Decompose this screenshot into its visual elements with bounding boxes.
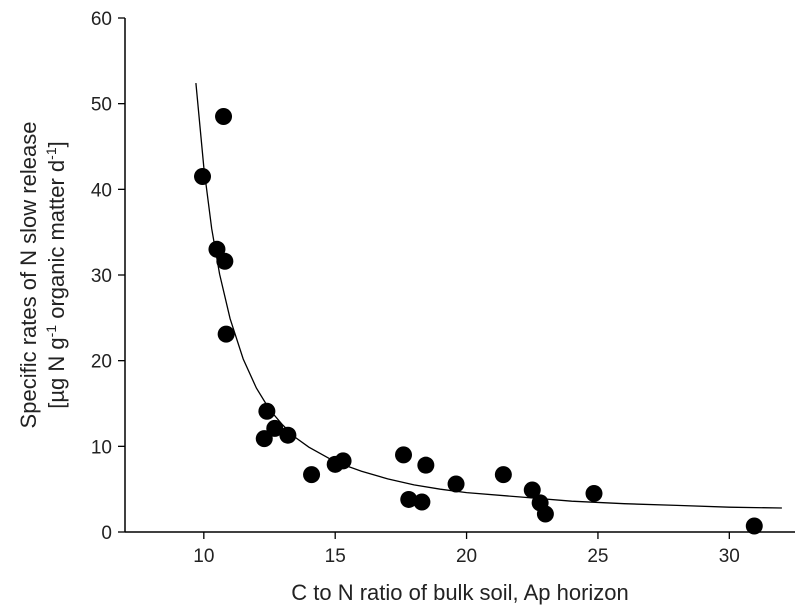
data-point <box>208 240 226 258</box>
y-axis-title-line1: Specific rates of N slow release <box>16 122 41 429</box>
data-point <box>413 493 431 511</box>
data-points <box>194 108 763 535</box>
data-point <box>255 430 273 448</box>
data-point <box>494 466 512 484</box>
x-axis-title: C to N ratio of bulk soil, Ap horizon <box>291 580 629 605</box>
plot-area: 0 10 20 30 40 50 60 10 15 20 25 30 <box>91 9 795 567</box>
y-tick-label: 60 <box>91 9 112 30</box>
y-tick-label: 10 <box>91 437 112 458</box>
data-point <box>334 452 352 470</box>
data-point <box>536 505 554 523</box>
data-point <box>215 108 233 126</box>
y-tick-label: 30 <box>91 266 112 287</box>
data-point <box>395 446 413 464</box>
data-point <box>216 252 234 270</box>
y-axis-title-part2: organic matter d <box>44 160 69 325</box>
y-tick-label: 50 <box>91 95 112 116</box>
data-point <box>217 325 235 343</box>
data-point <box>745 517 763 535</box>
y-tick-label: 40 <box>91 180 112 201</box>
data-point <box>523 481 541 499</box>
data-point <box>417 456 435 474</box>
y-tick-label: 0 <box>101 523 112 544</box>
y-axis-title-part1: [µg N g <box>44 337 69 408</box>
x-tick-label: 15 <box>325 546 346 567</box>
data-point <box>303 466 321 484</box>
y-axis-title-part3: ] <box>44 141 69 147</box>
data-point <box>447 475 465 493</box>
y-tick-label: 20 <box>91 352 112 373</box>
data-point <box>279 426 297 444</box>
data-point <box>585 484 603 502</box>
x-tick-label: 10 <box>193 546 214 567</box>
x-tick-label: 25 <box>587 546 608 567</box>
fit-curve <box>195 83 782 509</box>
data-point <box>194 167 212 185</box>
x-ticks: 10 15 20 25 30 <box>193 532 740 567</box>
y-axis-title-sup1: -1 <box>43 325 59 338</box>
y-axis-title-sup2: -1 <box>43 147 59 160</box>
data-point <box>400 490 418 508</box>
data-point <box>266 419 284 437</box>
data-point <box>258 402 276 420</box>
y-axis-title-line2: [µg N g-1 organic matter d-1] <box>43 141 69 408</box>
y-ticks: 0 10 20 30 40 50 60 <box>91 9 125 544</box>
x-tick-label: 30 <box>719 546 740 567</box>
x-tick-label: 20 <box>456 546 477 567</box>
